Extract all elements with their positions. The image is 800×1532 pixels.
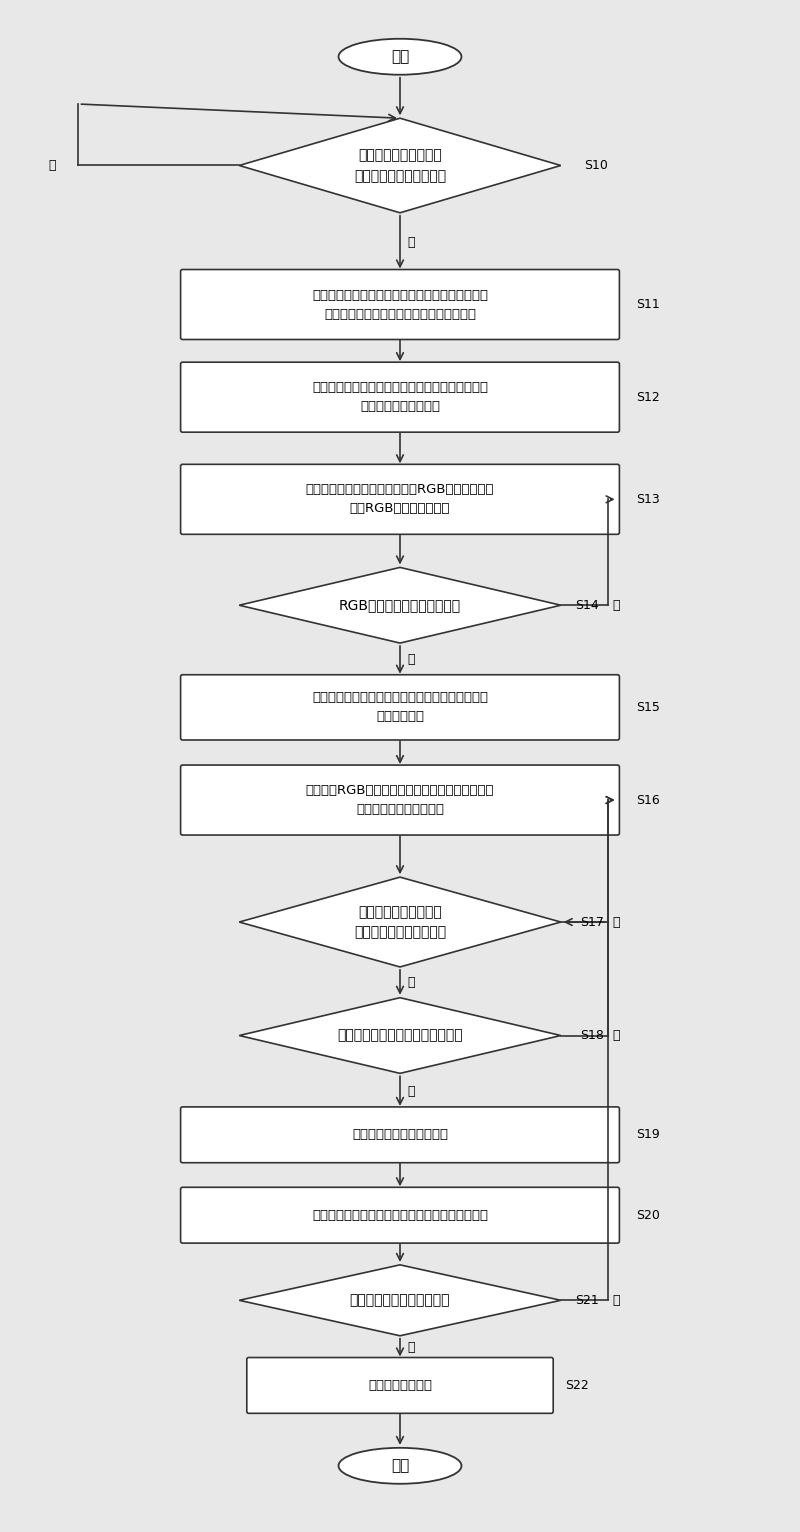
Text: 否: 否 — [48, 159, 56, 172]
Text: 比值超过一个预定的比率？: 比值超过一个预定的比率？ — [350, 1293, 450, 1307]
FancyBboxPatch shape — [181, 1187, 619, 1242]
Text: 获取目标物当前的影像面积: 获取目标物当前的影像面积 — [352, 1128, 448, 1141]
Text: S18: S18 — [580, 1030, 603, 1042]
Polygon shape — [239, 997, 561, 1074]
Text: S17: S17 — [580, 916, 603, 928]
FancyBboxPatch shape — [181, 464, 619, 535]
Ellipse shape — [338, 38, 462, 75]
Text: 结束: 结束 — [391, 1458, 409, 1474]
FancyBboxPatch shape — [246, 1357, 553, 1414]
Text: S21: S21 — [575, 1295, 598, 1307]
Polygon shape — [239, 878, 561, 967]
Text: 根据上述RGB值对目标物的运行轨迹进行追踪，并
在屏幕上显示该运动轨迹: 根据上述RGB值对目标物的运行轨迹进行追踪，并 在屏幕上显示该运动轨迹 — [306, 784, 494, 817]
Text: 开启电子装置的相机单元，使该电子装置的屏幕从
当前用户需要操作的界面切换到拍照的界面: 开启电子装置的相机单元，使该电子装置的屏幕从 当前用户需要操作的界面切换到拍照的… — [312, 288, 488, 320]
Text: S11: S11 — [637, 299, 660, 311]
Text: S15: S15 — [637, 700, 660, 714]
Text: 提示用户选择一个目标物，使该目标物的影像置于
屏幕上的一个预定位置: 提示用户选择一个目标物，使该目标物的影像置于 屏幕上的一个预定位置 — [312, 381, 488, 414]
Text: S22: S22 — [566, 1379, 590, 1393]
Text: 是: 是 — [407, 653, 415, 666]
Text: 开始: 开始 — [391, 49, 409, 64]
Text: S10: S10 — [585, 159, 608, 172]
Text: S16: S16 — [637, 794, 660, 806]
Text: 否: 否 — [613, 599, 620, 611]
Polygon shape — [239, 118, 561, 213]
Text: S20: S20 — [637, 1209, 660, 1221]
Text: 否: 否 — [613, 1030, 620, 1042]
FancyBboxPatch shape — [181, 362, 619, 432]
Text: 是: 是 — [407, 236, 415, 248]
Text: 执行界面控制操作: 执行界面控制操作 — [368, 1379, 432, 1393]
Text: 否: 否 — [613, 1295, 620, 1307]
Text: S13: S13 — [637, 493, 660, 506]
Text: 否: 否 — [613, 916, 620, 928]
FancyBboxPatch shape — [181, 270, 619, 340]
FancyBboxPatch shape — [181, 764, 619, 835]
Text: S19: S19 — [637, 1128, 660, 1141]
Text: 计算并储存该预定位置处画面的RGB值，并计算具
有该RGB值的影像的面积: 计算并储存该预定位置处画面的RGB值，并计算具 有该RGB值的影像的面积 — [306, 483, 494, 515]
FancyBboxPatch shape — [181, 674, 619, 740]
Text: RGB值及影像面积是否存储？: RGB值及影像面积是否存储？ — [339, 597, 461, 613]
Ellipse shape — [338, 1448, 462, 1485]
Text: 将电子装置的屏幕从拍照的界面切换到上述用户需
要操作的界面: 将电子装置的屏幕从拍照的界面切换到上述用户需 要操作的界面 — [312, 691, 488, 723]
Text: 将当前的影像面积与上述存储的影像面积进行比较: 将当前的影像面积与上述存储的影像面积进行比较 — [312, 1209, 488, 1221]
Text: S12: S12 — [637, 391, 660, 404]
Polygon shape — [239, 567, 561, 643]
Text: 侦测用户是否需要进行
非接触式界面控制操作？: 侦测用户是否需要进行 非接触式界面控制操作？ — [354, 149, 446, 182]
Polygon shape — [239, 1265, 561, 1336]
FancyBboxPatch shape — [181, 1108, 619, 1163]
Text: 是: 是 — [407, 976, 415, 988]
Text: 固定的时间超过了预设的时间值？: 固定的时间超过了预设的时间值？ — [337, 1028, 463, 1042]
Text: 目标物的影像固定在屏
幕上的一个界面操作点？: 目标物的影像固定在屏 幕上的一个界面操作点？ — [354, 905, 446, 939]
Text: 是: 是 — [407, 1085, 415, 1097]
Text: S14: S14 — [575, 599, 598, 611]
Text: 是: 是 — [407, 1340, 415, 1354]
